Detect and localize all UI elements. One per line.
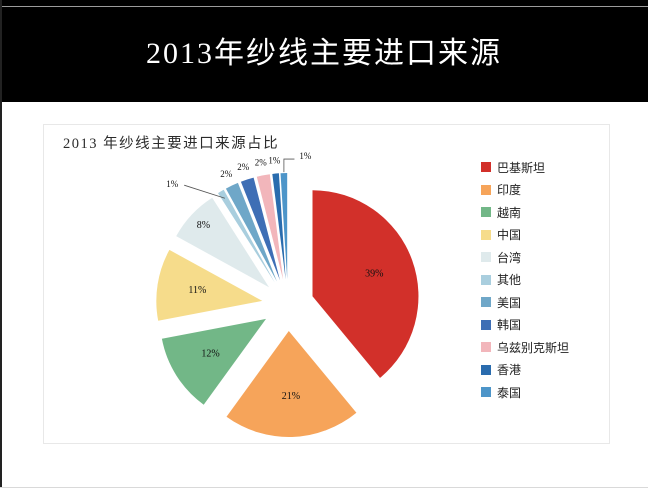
pie-slice-3 xyxy=(156,249,263,321)
legend-label: 韩国 xyxy=(497,318,522,333)
slice-label-6: 2% xyxy=(220,169,233,179)
legend-swatch xyxy=(481,207,491,218)
slice-label-1: 21% xyxy=(282,391,300,402)
legend-swatch xyxy=(481,297,491,308)
legend-item-3: 中国 xyxy=(481,224,569,247)
legend-label: 美国 xyxy=(497,295,522,310)
legend-swatch xyxy=(481,364,491,375)
pie-chart: 39%21%12%11%8%1%2%2% 2% 1% 1% xyxy=(156,151,419,437)
slice-label-4: 8% xyxy=(197,220,210,231)
label-leader-line xyxy=(184,184,226,199)
legend-swatch xyxy=(481,229,491,240)
pie-slice-5 xyxy=(218,189,275,283)
chart-card: 2013 年纱线主要进口来源占比 39% 21% 12% 11% 8% 1% 2% 2% 2% 1… xyxy=(43,124,610,444)
pie-slice-10 xyxy=(280,172,288,279)
slice-label-7: 2% xyxy=(237,162,250,172)
legend-label: 乌兹别克斯坦 xyxy=(497,340,570,355)
legend-swatch xyxy=(481,342,491,353)
chart-title: 2013 年纱线主要进口来源占比 xyxy=(63,136,280,152)
chart-legend: 巴基斯坦印度越南中国台湾其他美国韩国乌兹别克斯坦 香港泰国 xyxy=(481,156,569,404)
legend-label: 其他 xyxy=(497,273,522,288)
legend-label: 泰国 xyxy=(497,385,522,400)
legend-item-8: 乌兹别克斯坦 xyxy=(481,336,569,359)
legend-label: 印度 xyxy=(497,183,522,198)
slide-left-edge xyxy=(0,0,2,488)
label-leader-line xyxy=(283,158,295,173)
legend-label: 中国 xyxy=(497,228,522,243)
legend-item-6: 美国 xyxy=(481,291,569,314)
legend-swatch xyxy=(481,319,491,330)
legend-label: 台湾 xyxy=(497,250,522,265)
slide-title: 2013年纱线主要进口来源 xyxy=(146,37,502,70)
legend-swatch xyxy=(481,387,491,398)
slide-header: 2013年纱线主要进口来源 xyxy=(0,0,648,102)
legend-item-2: 越南 xyxy=(481,201,569,224)
pie-slice-8 xyxy=(256,174,284,280)
slice-label-9: 1% xyxy=(268,156,281,166)
legend-item-5: 其他 xyxy=(481,269,569,292)
pie-slice-1 xyxy=(226,331,357,437)
slice-label-3: 11% xyxy=(188,285,206,296)
legend-swatch xyxy=(481,184,491,195)
pie-slice-7 xyxy=(240,177,280,281)
legend-item-9: 香港 xyxy=(481,359,569,382)
legend-item-0: 巴基斯坦 xyxy=(481,156,569,179)
legend-swatch xyxy=(481,274,491,285)
slice-label-10: 1% xyxy=(299,151,312,161)
pie-slice-6 xyxy=(225,182,277,282)
legend-label: 越南 xyxy=(497,205,522,220)
slice-label-8: 2% xyxy=(255,158,267,168)
slice-label-0: 39% xyxy=(365,268,383,279)
legend-swatch xyxy=(481,252,491,263)
legend-item-7: 韩国 xyxy=(481,314,569,337)
pie-slice-4 xyxy=(176,197,269,288)
legend-swatch xyxy=(481,162,491,173)
legend-item-4: 台湾 xyxy=(481,246,569,269)
slice-label-5: 1% xyxy=(166,179,179,189)
legend-item-1: 印度 xyxy=(481,179,569,202)
pie-slice-9 xyxy=(272,173,286,280)
slice-label-2: 12% xyxy=(201,349,219,360)
legend-label: 香港 xyxy=(497,363,522,378)
pie-slice-0 xyxy=(312,190,419,378)
pie-slice-2 xyxy=(161,318,266,405)
legend-label: 巴基斯坦 xyxy=(497,160,546,175)
header-top-line xyxy=(0,6,648,7)
legend-item-10: 泰国 xyxy=(481,381,569,404)
